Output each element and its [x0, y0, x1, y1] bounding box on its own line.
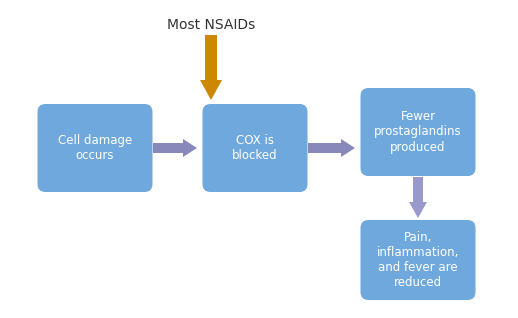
Polygon shape	[200, 35, 222, 100]
Text: Fewer
prostaglandins
produced: Fewer prostaglandins produced	[374, 110, 462, 154]
FancyBboxPatch shape	[361, 220, 476, 300]
FancyBboxPatch shape	[37, 104, 152, 192]
Text: COX is
blocked: COX is blocked	[232, 134, 278, 162]
Text: Pain,
inflammation,
and fever are
reduced: Pain, inflammation, and fever are reduce…	[377, 231, 459, 289]
Polygon shape	[409, 177, 427, 218]
FancyBboxPatch shape	[203, 104, 308, 192]
Polygon shape	[308, 139, 355, 157]
FancyBboxPatch shape	[361, 88, 476, 176]
Polygon shape	[153, 139, 197, 157]
Text: Most NSAIDs: Most NSAIDs	[167, 18, 255, 32]
Text: Cell damage
occurs: Cell damage occurs	[58, 134, 132, 162]
